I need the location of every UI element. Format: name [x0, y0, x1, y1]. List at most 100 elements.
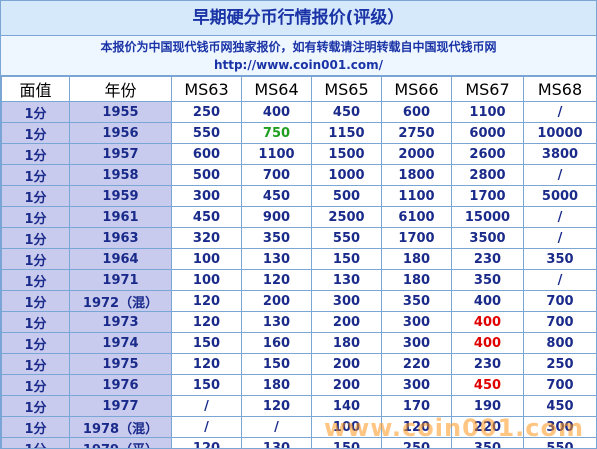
table-body: 1分 1955 250 400 450 600 1100/1分 1956 550 750 1150 2…	[1, 101, 596, 448]
table-row: 1分 1973 120 130 200 300 400 700	[1, 311, 596, 333]
face-value-cell: 1分	[1, 269, 70, 291]
table-row: 1分 1963 320 350 550 1700 3500/	[1, 227, 596, 249]
year-cell: 1964	[69, 248, 172, 270]
table-row: 1分 1976 150 180 200 300 450 700	[1, 374, 596, 396]
header-ms63: MS63	[171, 76, 242, 102]
face-value-cell: 1分	[1, 416, 70, 438]
price-cell: 500	[311, 185, 382, 207]
price-cell: 250	[523, 353, 596, 375]
price-cell: 120	[241, 395, 312, 417]
table-row: 1分 1975 120 150 200 220 230 250	[1, 353, 596, 375]
face-value-cell: 1分	[1, 395, 70, 417]
price-cell: 230	[451, 353, 524, 375]
price-cell: 140	[311, 395, 382, 417]
price-cell: 150	[171, 374, 242, 396]
year-cell: 1956	[69, 122, 172, 144]
price-cell: 130	[241, 311, 312, 333]
price-cell: 100	[171, 248, 242, 270]
price-cell: /	[523, 227, 596, 249]
price-cell: 1150	[311, 122, 382, 144]
site-url: http://www.coin001.com/	[213, 58, 384, 72]
price-cell: 220	[451, 416, 524, 438]
table-row: 1分 1974 150 160 180 300 400 800	[1, 332, 596, 354]
page-title: 早期硬分币行情报价(评级）	[1, 1, 596, 36]
price-cell: 1000	[311, 164, 382, 186]
price-cell: 170	[381, 395, 452, 417]
face-value-cell: 1分	[1, 332, 70, 354]
notice-banner: 本报价为中国现代钱币网独家报价，如有转载请注明转载自中国现代钱币网 http:/…	[1, 36, 596, 76]
price-cell: /	[171, 395, 242, 417]
price-cell: 500	[171, 164, 242, 186]
price-cell: /	[171, 416, 242, 438]
price-cell: 2750	[381, 122, 452, 144]
price-cell: 2500	[311, 206, 382, 228]
price-cell: /	[241, 416, 312, 438]
year-cell: 1961	[69, 206, 172, 228]
price-cell: 1100	[451, 101, 524, 123]
price-cell: 180	[241, 374, 312, 396]
face-value-cell: 1分	[1, 206, 70, 228]
price-cell: 700	[523, 374, 596, 396]
price-cell: 750	[241, 122, 312, 144]
price-cell: 10000	[523, 122, 596, 144]
price-cell: 400	[451, 311, 524, 333]
price-cell: 1500	[311, 143, 382, 165]
price-cell: 300	[311, 290, 382, 312]
price-cell: 230	[451, 248, 524, 270]
table-row: 1分 1972（混） 120 200 300 350 400 700	[1, 290, 596, 312]
price-cell: 550	[523, 437, 596, 448]
price-cell: 100	[171, 269, 242, 291]
price-cell: 300	[381, 332, 452, 354]
price-cell: 150	[171, 332, 242, 354]
price-cell: 5000	[523, 185, 596, 207]
price-cell: 350	[451, 437, 524, 448]
price-cell: 350	[381, 290, 452, 312]
price-cell: 150	[311, 437, 382, 448]
price-cell: 6000	[451, 122, 524, 144]
table-row: 1分 1977/120 140 170 190 450	[1, 395, 596, 417]
header-ms68: MS68	[523, 76, 596, 102]
face-value-cell: 1分	[1, 122, 70, 144]
year-cell: 1974	[69, 332, 172, 354]
face-value-cell: 1分	[1, 185, 70, 207]
year-cell: 1958	[69, 164, 172, 186]
header-face-value: 面值	[1, 76, 70, 102]
price-cell: 700	[523, 290, 596, 312]
face-value-cell: 1分	[1, 143, 70, 165]
price-cell: 400	[241, 101, 312, 123]
price-cell: 100	[311, 416, 382, 438]
price-cell: 450	[523, 395, 596, 417]
price-cell: 150	[311, 248, 382, 270]
price-cell: 120	[171, 437, 242, 448]
price-cell: 120	[381, 416, 452, 438]
price-cell: 1800	[381, 164, 452, 186]
price-cell: 130	[311, 269, 382, 291]
price-cell: 700	[241, 164, 312, 186]
price-cell: 200	[311, 353, 382, 375]
price-cell: 200	[241, 290, 312, 312]
face-value-cell: 1分	[1, 248, 70, 270]
face-value-cell: 1分	[1, 311, 70, 333]
price-table: 面值 年份 MS63 MS64 MS65 MS66 MS67 MS68 1分 19…	[1, 76, 596, 448]
price-cell: 400	[451, 290, 524, 312]
price-cell: 600	[381, 101, 452, 123]
price-cell: 120	[171, 353, 242, 375]
face-value-cell: 1分	[1, 164, 70, 186]
price-cell: 800	[523, 332, 596, 354]
price-cell: 190	[451, 395, 524, 417]
header-ms64: MS64	[241, 76, 312, 102]
table-row: 1分 1978（混） //100 120 220 300	[1, 416, 596, 438]
table-row: 1分 1956 550 750 1150 2750 6000 10000	[1, 122, 596, 144]
year-cell: 1976	[69, 374, 172, 396]
price-cell: 1700	[381, 227, 452, 249]
price-cell: 900	[241, 206, 312, 228]
table-row: 1分 1955 250 400 450 600 1100/	[1, 101, 596, 123]
price-cell: /	[523, 101, 596, 123]
table-row: 1分 1971 100 120 130 180 350/	[1, 269, 596, 291]
price-cell: 130	[241, 248, 312, 270]
price-cell: 2000	[381, 143, 452, 165]
year-cell: 1979（平）	[69, 437, 172, 448]
year-cell: 1963	[69, 227, 172, 249]
price-cell: /	[523, 164, 596, 186]
